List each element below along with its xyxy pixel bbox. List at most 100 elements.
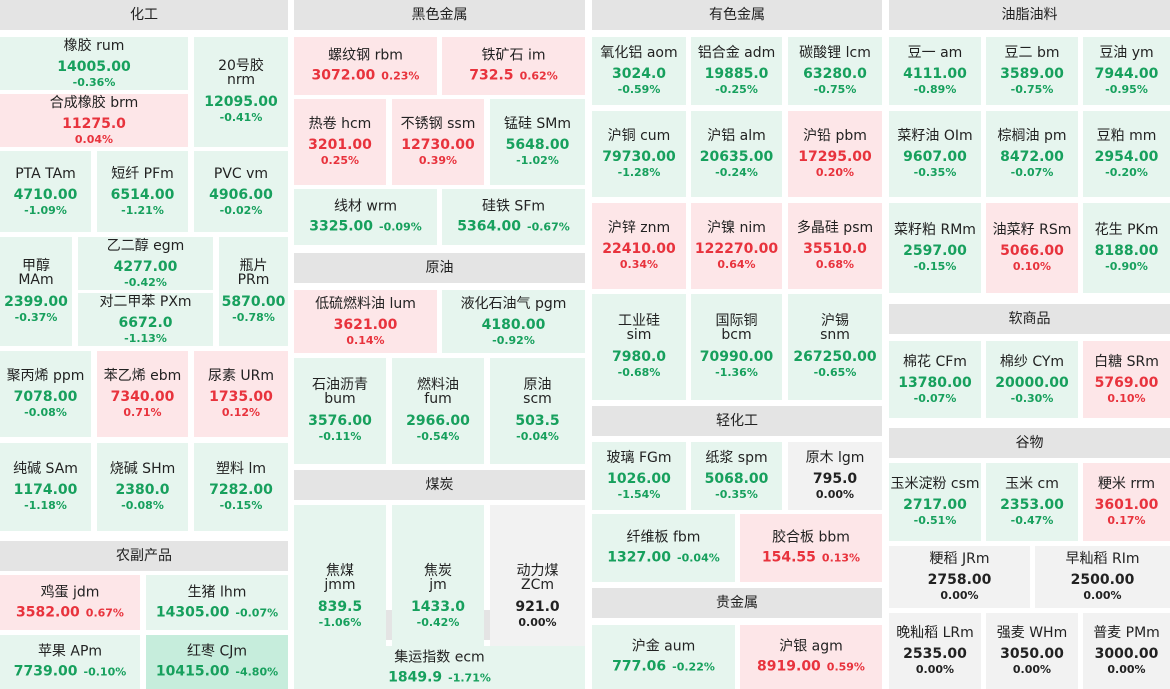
- tile-aum[interactable]: 沪金 aum 777.06 -0.22%: [592, 625, 735, 689]
- tile-sim[interactable]: 工业硅 sim 7980.0 -0.68%: [592, 294, 686, 400]
- tile-cm[interactable]: 玉米 cm 2353.00 -0.47%: [986, 463, 1078, 541]
- tile-PXm[interactable]: 对二甲苯 PXm 6672.0 -1.13%: [78, 293, 213, 346]
- tile-fbm[interactable]: 纤维板 fbm 1327.00 -0.04%: [592, 514, 735, 582]
- tile-egm[interactable]: 乙二醇 egm 4277.00 -0.42%: [78, 237, 213, 290]
- tile-content: 红枣 CJm 10415.00 -4.80%: [146, 644, 288, 681]
- tile-snm[interactable]: 沪锡 snm 267250.00 -0.65%: [788, 294, 882, 400]
- tile-PRm[interactable]: 瓶片 PRm 5870.00 -0.78%: [219, 237, 288, 346]
- tile-am[interactable]: 豆一 am 4111.00 -0.89%: [889, 37, 981, 105]
- tile-PMm[interactable]: 普麦 PMm 3000.00 0.00%: [1083, 613, 1170, 689]
- price: 7078.00: [13, 389, 78, 405]
- tile-ebm[interactable]: 苯乙烯 ebm 7340.00 0.71%: [97, 351, 188, 437]
- tile-znm[interactable]: 沪锌 znm 22410.00 0.34%: [592, 203, 686, 289]
- tile-content: 沪铝 alm 20635.00 -0.24%: [691, 128, 782, 180]
- tile-ecm[interactable]: 集运指数 ecm 1849.9 -1.71%: [294, 646, 585, 689]
- tile-PKm[interactable]: 花生 PKm 8188.00 -0.90%: [1083, 203, 1170, 293]
- tile-scm[interactable]: 原油 scm 503.5 -0.04%: [490, 358, 585, 464]
- tile-nrm[interactable]: 20号胶 nrm 12095.00 -0.41%: [194, 37, 288, 147]
- tile-aom[interactable]: 氧化铝 aom 3024.0 -0.59%: [592, 37, 686, 105]
- tile-lum[interactable]: 低硫燃料油 lum 3621.00 0.14%: [294, 290, 437, 353]
- tile-RSm[interactable]: 油菜籽 RSm 5066.00 0.10%: [986, 203, 1078, 293]
- contract-name: 集运指数 ecm: [394, 649, 485, 665]
- tile-brm[interactable]: 合成橡胶 brm 11275.0 0.04%: [0, 94, 188, 147]
- change-percent: -0.07%: [235, 606, 279, 619]
- tile-lcm[interactable]: 碳酸锂 lcm 63280.0 -0.75%: [788, 37, 882, 105]
- contract-code: MAm: [18, 271, 54, 288]
- tile-CJm[interactable]: 红枣 CJm 10415.00 -4.80%: [146, 635, 288, 689]
- tile-pm[interactable]: 棕榈油 pm 8472.00 -0.07%: [986, 111, 1078, 197]
- tile-bbm[interactable]: 胶合板 bbm 154.55 0.13%: [740, 514, 882, 582]
- tile-adm[interactable]: 铝合金 adm 19885.0 -0.25%: [691, 37, 782, 105]
- change-percent: -0.35%: [913, 166, 957, 179]
- tile-fum[interactable]: 燃料油 fum 2966.00 -0.54%: [392, 358, 484, 464]
- tile-vm[interactable]: PVC vm 4906.00 -0.02%: [194, 151, 288, 232]
- tile-content: 玉米 cm 2353.00 -0.47%: [986, 476, 1078, 528]
- tile-wrm[interactable]: 线材 wrm 3325.00 -0.09%: [294, 189, 437, 245]
- tile-APm[interactable]: 苹果 APm 7739.00 -0.10%: [0, 635, 140, 689]
- price: 795.0: [812, 471, 858, 487]
- tile-lhm[interactable]: 生猪 lhm 14305.00 -0.07%: [146, 575, 288, 630]
- tile-rrm[interactable]: 粳米 rrm 3601.00 0.17%: [1083, 463, 1170, 541]
- tile-SMm[interactable]: 锰硅 SMm 5648.00 -1.02%: [490, 99, 585, 185]
- tile-content: 棉纱 CYm 20000.00 -0.30%: [986, 354, 1078, 406]
- change-percent: -1.36%: [715, 366, 758, 379]
- tile-bm[interactable]: 豆二 bm 3589.00 -0.75%: [986, 37, 1078, 105]
- tile-ppm[interactable]: 聚丙烯 ppm 7078.00 -0.08%: [0, 351, 91, 437]
- tile-pgm[interactable]: 液化石油气 pgm 4180.00 -0.92%: [442, 290, 585, 353]
- contract-name: PVC vm: [213, 165, 269, 182]
- tile-lgm[interactable]: 原木 lgm 795.0 0.00%: [788, 442, 882, 510]
- tile-rbm[interactable]: 螺纹钢 rbm 3072.00 0.23%: [294, 37, 437, 95]
- tile-rum[interactable]: 橡胶 rum 14005.00 -0.36%: [0, 37, 188, 90]
- tile-URm[interactable]: 尿素 URm 1735.00 0.12%: [194, 351, 288, 437]
- tile-content: 苹果 APm 7739.00 -0.10%: [0, 644, 140, 681]
- change-percent: -0.75%: [813, 83, 857, 96]
- tile-FGm[interactable]: 玻璃 FGm 1026.00 -1.54%: [592, 442, 686, 510]
- tile-MAm[interactable]: 甲醇 MAm 2399.00 -0.37%: [0, 237, 72, 346]
- tile-CYm[interactable]: 棉纱 CYm 20000.00 -0.30%: [986, 341, 1078, 418]
- tile-SAm[interactable]: 纯碱 SAm 1174.00 -1.18%: [0, 443, 91, 531]
- change-percent: 0.14%: [346, 333, 385, 347]
- tile-csm[interactable]: 玉米淀粉 csm 2717.00 -0.51%: [889, 463, 981, 541]
- tile-cum[interactable]: 沪铜 cum 79730.00 -1.28%: [592, 111, 686, 197]
- contract-name: 焦炭: [424, 563, 452, 579]
- tile-JRm[interactable]: 粳稻 JRm 2758.00 0.00%: [889, 546, 1030, 608]
- tile-content: 菜籽油 OIm 9607.00 -0.35%: [889, 128, 981, 180]
- tile-psm[interactable]: 多晶硅 psm 35510.0 0.68%: [788, 203, 882, 289]
- contract-name: 橡胶 rum: [63, 37, 125, 54]
- tile-TAm[interactable]: PTA TAm 4710.00 -1.09%: [0, 151, 91, 232]
- tile-alm[interactable]: 沪铝 alm 20635.00 -0.24%: [691, 111, 782, 197]
- contract-name: 油菜籽 RSm: [992, 222, 1072, 238]
- price: 1433.0: [410, 599, 466, 615]
- tile-im[interactable]: 铁矿石 im 732.5 0.62%: [442, 37, 585, 95]
- tile-spm[interactable]: 纸浆 spm 5068.00 -0.35%: [691, 442, 782, 510]
- tile-SRm[interactable]: 白糖 SRm 5769.00 0.10%: [1083, 341, 1170, 418]
- tile-agm[interactable]: 沪银 agm 8919.00 0.59%: [740, 625, 882, 689]
- tile-RIm[interactable]: 早籼稻 RIm 2500.00 0.00%: [1035, 546, 1170, 608]
- price: 1026.00: [607, 471, 671, 487]
- tile-jdm[interactable]: 鸡蛋 jdm 3582.00 0.67%: [0, 575, 140, 630]
- tile-SHm[interactable]: 烧碱 SHm 2380.0 -0.08%: [97, 443, 188, 531]
- tile-content: 沪铜 cum 79730.00 -1.28%: [592, 128, 686, 180]
- change-percent: 0.12%: [221, 406, 261, 419]
- change-percent: -0.78%: [232, 310, 275, 324]
- tile-nim[interactable]: 沪镍 nim 122270.00 0.64%: [691, 203, 782, 289]
- tile-pbm[interactable]: 沪铅 pbm 17295.00 0.20%: [788, 111, 882, 197]
- tile-mm[interactable]: 豆粕 mm 2954.00 -0.20%: [1083, 111, 1170, 197]
- tile-PFm[interactable]: 短纤 PFm 6514.00 -1.21%: [97, 151, 188, 232]
- tile-OIm[interactable]: 菜籽油 OIm 9607.00 -0.35%: [889, 111, 981, 197]
- tile-content: 硅铁 SFm 5364.00 -0.67%: [442, 199, 585, 236]
- tile-SFm[interactable]: 硅铁 SFm 5364.00 -0.67%: [442, 189, 585, 245]
- tile-ym[interactable]: 豆油 ym 7944.00 -0.95%: [1083, 37, 1170, 105]
- tile-LRm[interactable]: 晚籼稻 LRm 2535.00 0.00%: [889, 613, 981, 689]
- contract-code: snm: [820, 327, 850, 343]
- tile-ssm[interactable]: 不锈钢 ssm 12730.00 0.39%: [392, 99, 484, 185]
- tile-CFm[interactable]: 棉花 CFm 13780.00 -0.07%: [889, 341, 981, 418]
- tile-bcm[interactable]: 国际铜 bcm 70990.00 -1.36%: [691, 294, 782, 400]
- tile-hcm[interactable]: 热卷 hcm 3201.00 0.25%: [294, 99, 386, 185]
- tile-WHm[interactable]: 强麦 WHm 3050.00 0.00%: [986, 613, 1078, 689]
- tile-lm[interactable]: 塑料 lm 7282.00 -0.15%: [194, 443, 288, 531]
- price: 3325.00: [309, 218, 374, 235]
- tile-bum[interactable]: 石油沥青 bum 3576.00 -0.11%: [294, 358, 386, 464]
- tile-RMm[interactable]: 菜籽粕 RMm 2597.00 -0.15%: [889, 203, 981, 293]
- change-percent: -0.20%: [1105, 166, 1148, 179]
